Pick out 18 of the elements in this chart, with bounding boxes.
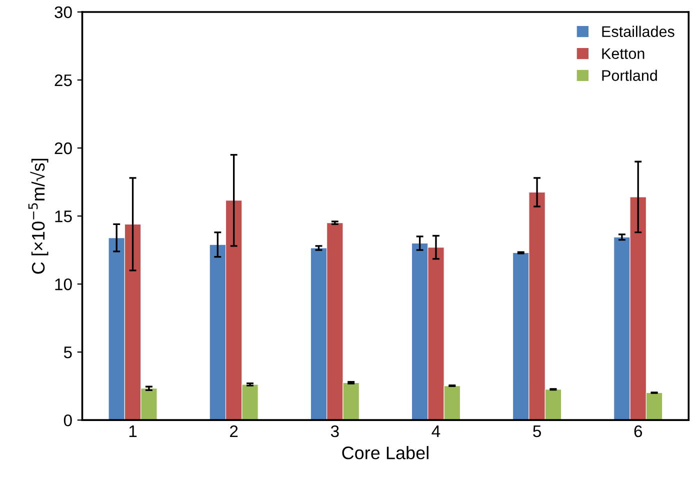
x-tick-label: 3 [330,425,339,438]
legend-label: Estaillades [602,26,674,38]
x-tick-label: 4 [432,426,440,438]
y-tick-label: 0 [64,414,72,426]
y-tick-label: 30 [54,6,72,18]
y-tick-label: 20 [54,142,72,154]
y-tick-label: 10 [55,278,72,290]
y-tick-label: 5 [64,346,72,358]
x-tick-label: 2 [230,425,238,438]
x-axis-title: Core Label [342,446,428,460]
y-tick-label: 25 [54,74,72,86]
legend-label: Ketton [602,48,644,59]
y-tick-label: 15 [55,210,72,222]
y-axis-title: C [×10$^{−5}$m/√s] [28,158,48,274]
x-tick-label: 1 [129,426,137,438]
x-tick-label: 5 [533,426,541,438]
x-tick-label: 6 [634,425,642,438]
legend-label: Portland [602,70,657,81]
